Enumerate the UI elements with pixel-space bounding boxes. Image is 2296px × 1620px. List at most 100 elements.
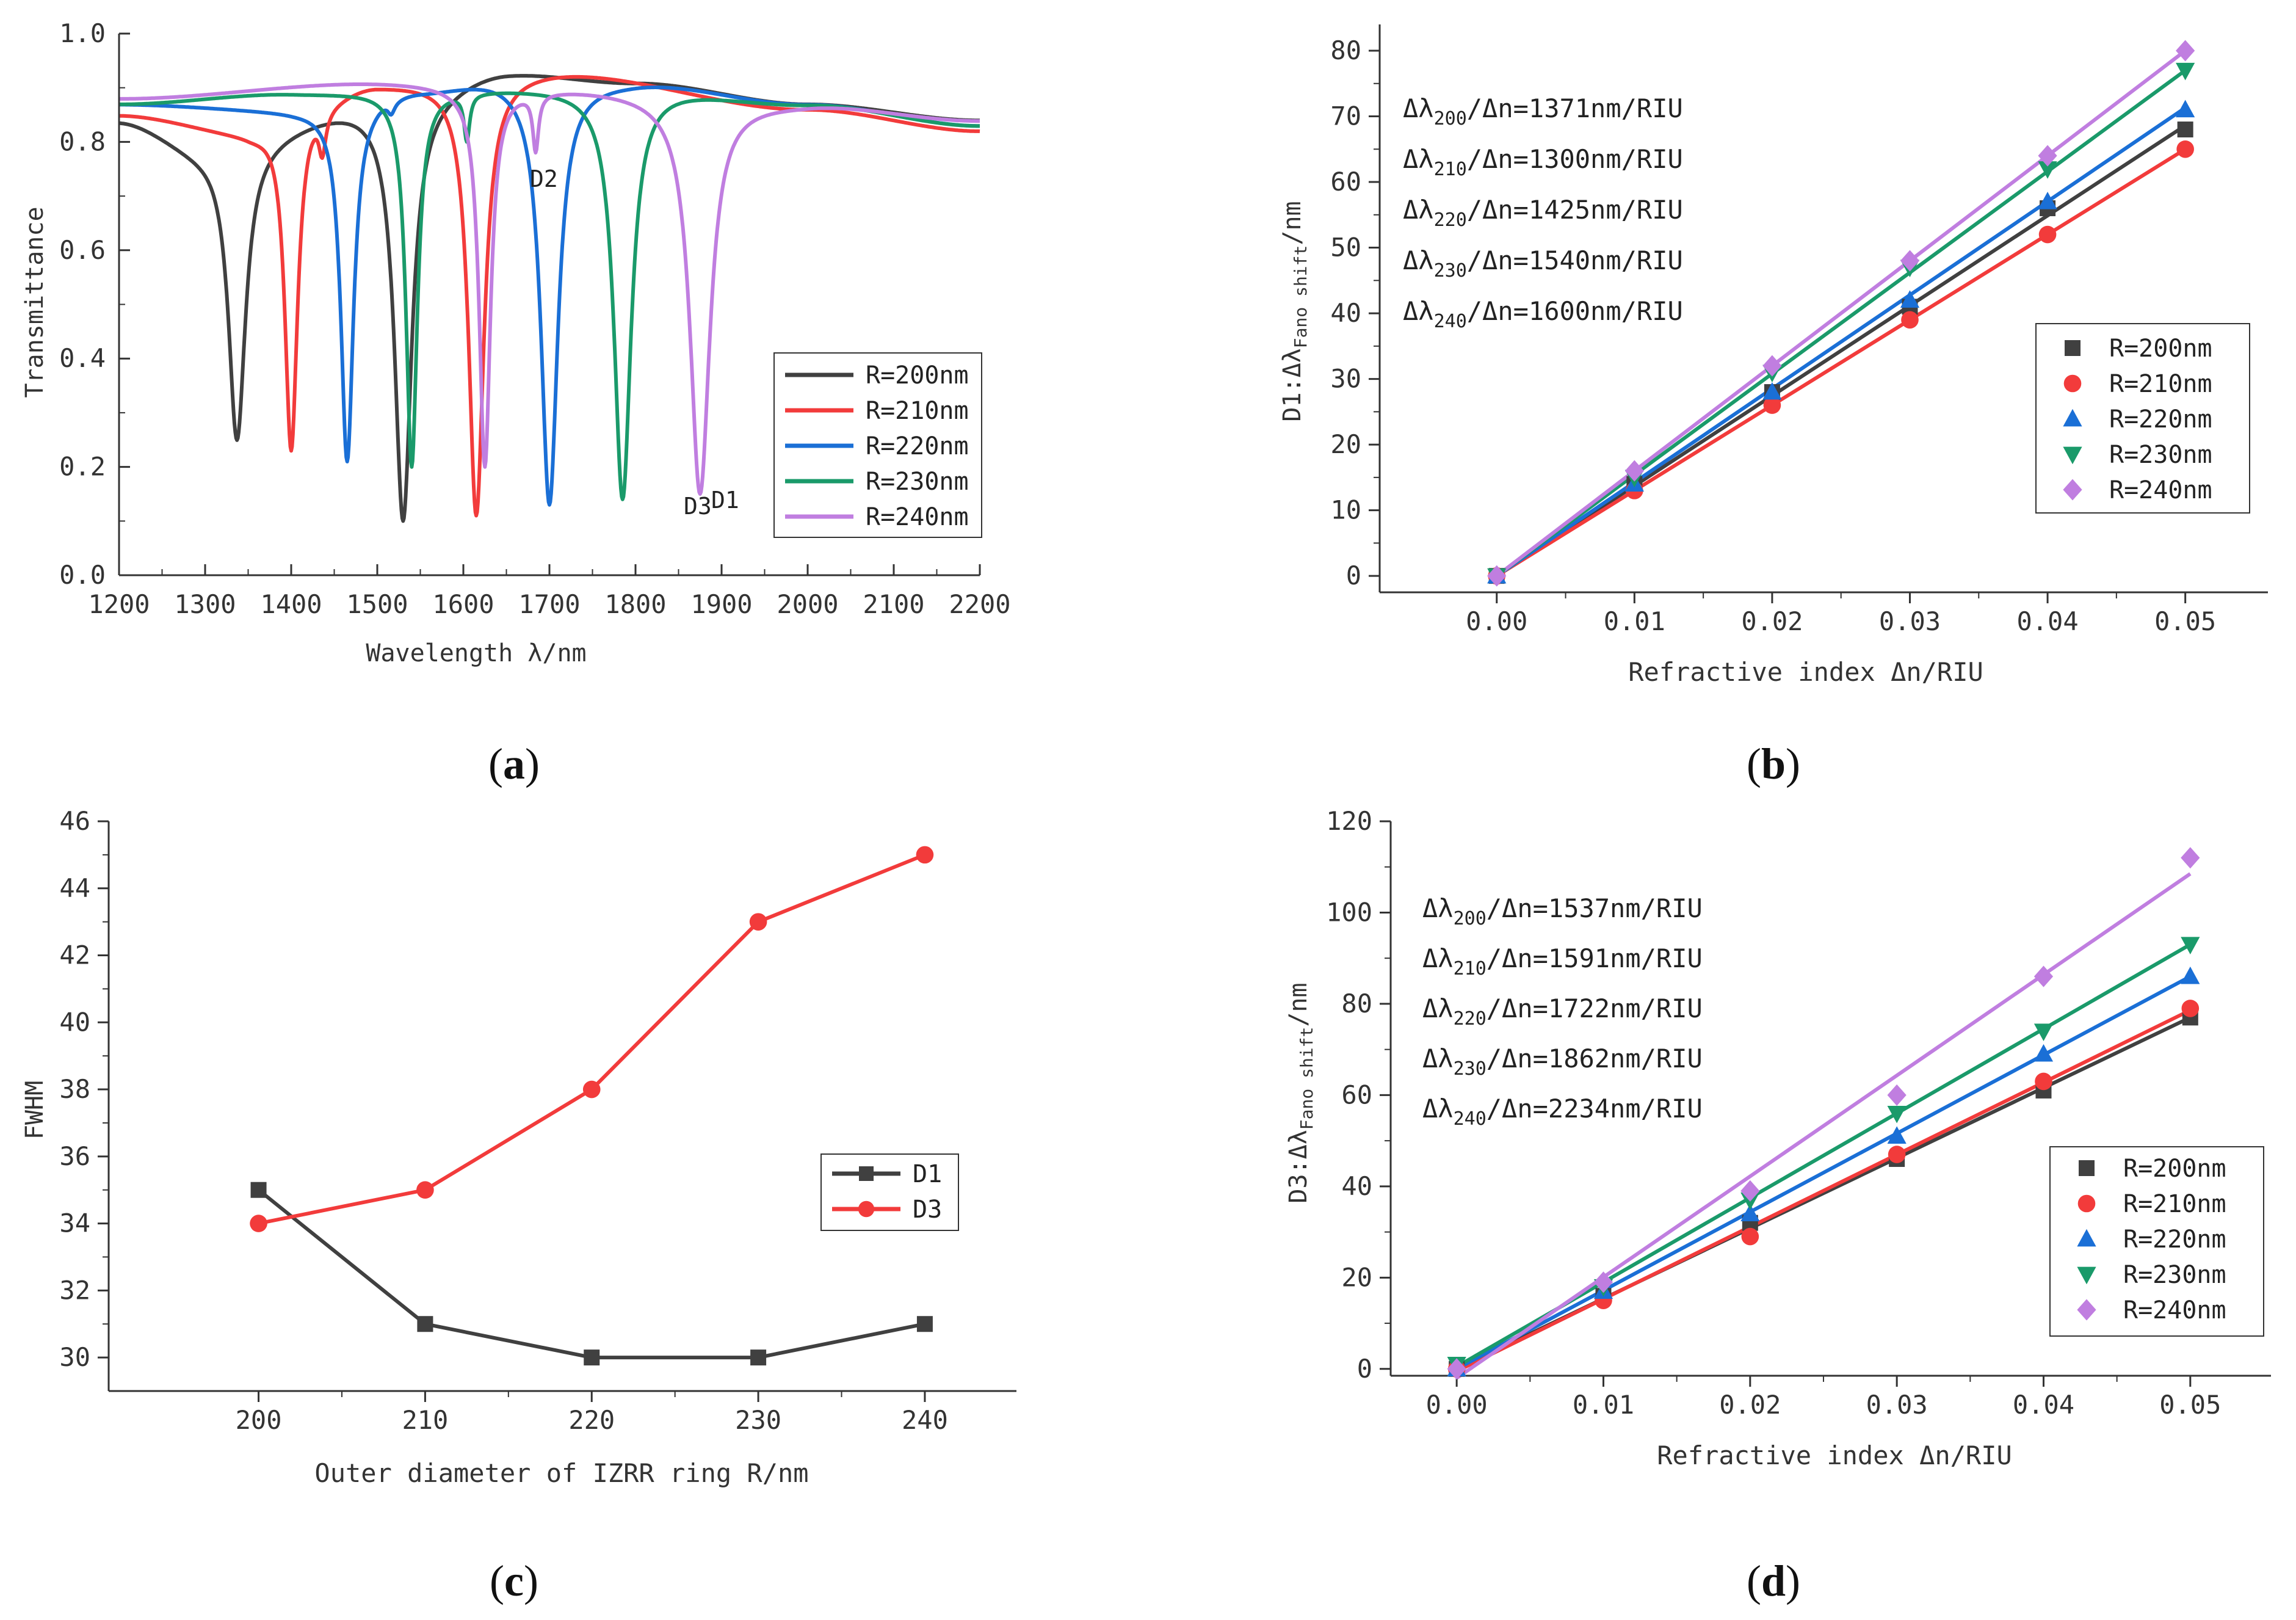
- c-y-tick-label: 30: [59, 1342, 90, 1372]
- d-fit-line-r220: [1455, 975, 2192, 1371]
- b-point-r210: [2038, 225, 2057, 244]
- caption-c: (c): [490, 1556, 538, 1605]
- b-legend-label: R=200nm: [2109, 335, 2212, 363]
- c-y-tick-label: 44: [59, 873, 90, 903]
- b-sensitivity-line: Δλ240/Δn=1600nm/RIU: [1403, 296, 1683, 332]
- caption-b-letter: b: [1761, 739, 1786, 788]
- b-x-tick-label: 0.02: [1741, 606, 1803, 636]
- a-y-tick-label: 0.4: [59, 343, 106, 373]
- d-y-tick-label: 120: [1326, 806, 1372, 836]
- d-sensitivity-prefix: Δλ: [1422, 943, 1454, 973]
- b-y-tick-label: 50: [1330, 233, 1361, 263]
- b-y-axis-label-tail: /nm: [1278, 201, 1306, 245]
- b-point-r240: [2038, 145, 2057, 167]
- b-axes: 0.00 0.01 0.02 0.03 0.04 0.05 0 10 20 30 40 50 60 70 8…: [1330, 24, 2268, 636]
- b-x-tick-label: 0.04: [2016, 606, 2078, 636]
- c-point-d1: [916, 1316, 933, 1332]
- b-legend: R=200nm R=210nm R=220nm R=230nm R=240nm: [2035, 323, 2250, 514]
- b-point-r240: [1487, 565, 1507, 587]
- b-legend-marker: [2063, 409, 2082, 427]
- b-y-tick-label: 40: [1330, 298, 1361, 328]
- d-point-r210: [1741, 1227, 1759, 1246]
- c-legend-marker: [859, 1166, 874, 1181]
- b-point-r200: [2177, 122, 2193, 138]
- b-fit-line-r200: [1496, 124, 2187, 578]
- d-sensitivity-suffix: /Δn=1537nm/RIU: [1487, 893, 1703, 923]
- d-point-r210: [2035, 1072, 2052, 1091]
- a-x-tick-label: 2200: [949, 589, 1010, 619]
- c-point-d3: [250, 1215, 267, 1232]
- c-point-d1: [417, 1316, 433, 1332]
- d-sensitivity-line: Δλ230/Δn=1862nm/RIU: [1422, 1044, 1703, 1080]
- b-fit-line-r230: [1495, 68, 2187, 578]
- a-y-tick-label: 0.2: [59, 452, 106, 482]
- b-point-r240: [2176, 40, 2195, 62]
- d-point-r230: [2033, 1023, 2054, 1042]
- a-x-tick-label: 1900: [690, 589, 752, 619]
- d-legend-label: R=220nm: [2123, 1226, 2226, 1254]
- d-point-r240: [1887, 1084, 1907, 1106]
- d-sensitivity-line: Δλ200/Δn=1537nm/RIU: [1422, 893, 1703, 929]
- d-x-tick-label: 0.05: [2159, 1390, 2221, 1420]
- b-sensitivity-annotations: Δλ200/Δn=1371nm/RIUΔλ210/Δn=1300nm/RIUΔλ…: [1403, 93, 1683, 332]
- b-point-r240: [1762, 355, 1782, 377]
- a-x-tick-label: 1200: [88, 589, 150, 619]
- c-y-tick-label: 40: [59, 1007, 90, 1037]
- d-sensitivity-line: Δλ240/Δn=2234nm/RIU: [1422, 1094, 1703, 1130]
- c-x-tick-label: 230: [735, 1405, 781, 1435]
- b-markers: [1487, 40, 2195, 587]
- b-legend-marker: [2065, 340, 2081, 356]
- d-sensitivity-suffix: /Δn=1862nm/RIU: [1487, 1044, 1703, 1073]
- b-y-tick-label: 10: [1330, 495, 1361, 525]
- d-point-r210: [1888, 1146, 1906, 1163]
- a-legend-label: R=210nm: [866, 397, 969, 425]
- b-legend-label: R=240nm: [2109, 476, 2212, 504]
- a-x-tick-label: 1500: [346, 589, 408, 619]
- a-legend-label: R=230nm: [866, 468, 969, 496]
- panel-d-d3-shift-chart: 0.00 0.01 0.02 0.03 0.04 0.05020406080100120 …: [1284, 806, 2271, 1470]
- b-sensitivity-sub: 220: [1434, 209, 1467, 231]
- c-markers: [250, 846, 934, 1366]
- c-y-axis-label: FWHM: [21, 1081, 49, 1139]
- d-y-tick-label: 100: [1326, 897, 1372, 927]
- d-point-r220: [1887, 1126, 1907, 1144]
- c-legend-label: D1: [913, 1160, 942, 1188]
- b-point-r240: [1900, 250, 1920, 272]
- captions: (a) (b) (c) (d): [488, 739, 1800, 1605]
- d-x-tick-label: 0.04: [2013, 1390, 2074, 1420]
- b-legend-label: R=210nm: [2109, 370, 2212, 398]
- c-point-d3: [416, 1181, 434, 1199]
- d-sensitivity-prefix: Δλ: [1422, 1094, 1454, 1124]
- c-y-tick-label: 46: [59, 806, 90, 836]
- a-y-tick-label: 0.0: [59, 560, 106, 590]
- b-y-tick-label: 60: [1330, 167, 1361, 197]
- d-x-tick-label: 0.02: [1719, 1390, 1781, 1420]
- b-x-tick-label: 0.05: [2154, 606, 2216, 636]
- a-series-r-210nm: [118, 74, 981, 518]
- a-x-tick-label: 1700: [518, 589, 580, 619]
- d-point-r240: [1593, 1271, 1613, 1293]
- a-axes: 1200 1300 1400 1500 1600 1700 1800 1900 2000 2100…: [59, 18, 1010, 619]
- b-legend-marker: [2063, 446, 2082, 465]
- b-point-r240: [1624, 460, 1644, 482]
- b-x-tick-label: 0.03: [1879, 606, 1941, 636]
- d-point-r220: [1740, 1204, 1760, 1222]
- d-point-r240: [1447, 1358, 1466, 1380]
- b-y-tick-label: 80: [1330, 35, 1361, 65]
- a-annotation-d2: D2: [530, 165, 558, 192]
- d-fit-lines: [1455, 872, 2192, 1380]
- d-y-tick-label: 60: [1341, 1080, 1372, 1110]
- d-y-axis-label-sub: Fano shift: [1297, 1027, 1317, 1130]
- a-x-tick-label: 2100: [863, 589, 924, 619]
- b-sensitivity-sub: 240: [1434, 311, 1467, 332]
- d-sensitivity-prefix: Δλ: [1422, 993, 1454, 1023]
- d-axes: 0.00 0.01 0.02 0.03 0.04 0.05 0 20 40 60 80 100 120: [1326, 806, 2271, 1420]
- d-fit-line-r210: [1455, 1008, 2192, 1373]
- d-sensitivity-line: Δλ210/Δn=1591nm/RIU: [1422, 943, 1703, 979]
- d-legend-label: R=230nm: [2123, 1261, 2226, 1289]
- b-sensitivity-sub: 200: [1434, 108, 1467, 129]
- b-point-r210: [1763, 396, 1781, 414]
- d-point-r230: [1887, 1105, 1907, 1124]
